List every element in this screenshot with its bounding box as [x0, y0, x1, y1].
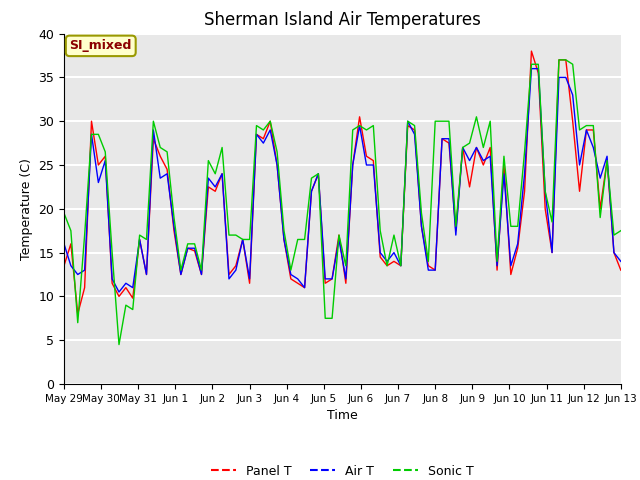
Y-axis label: Temperature (C): Temperature (C) — [20, 158, 33, 260]
Legend: Panel T, Air T, Sonic T: Panel T, Air T, Sonic T — [206, 460, 479, 480]
Text: SI_mixed: SI_mixed — [70, 39, 132, 52]
X-axis label: Time: Time — [327, 409, 358, 422]
Title: Sherman Island Air Temperatures: Sherman Island Air Temperatures — [204, 11, 481, 29]
